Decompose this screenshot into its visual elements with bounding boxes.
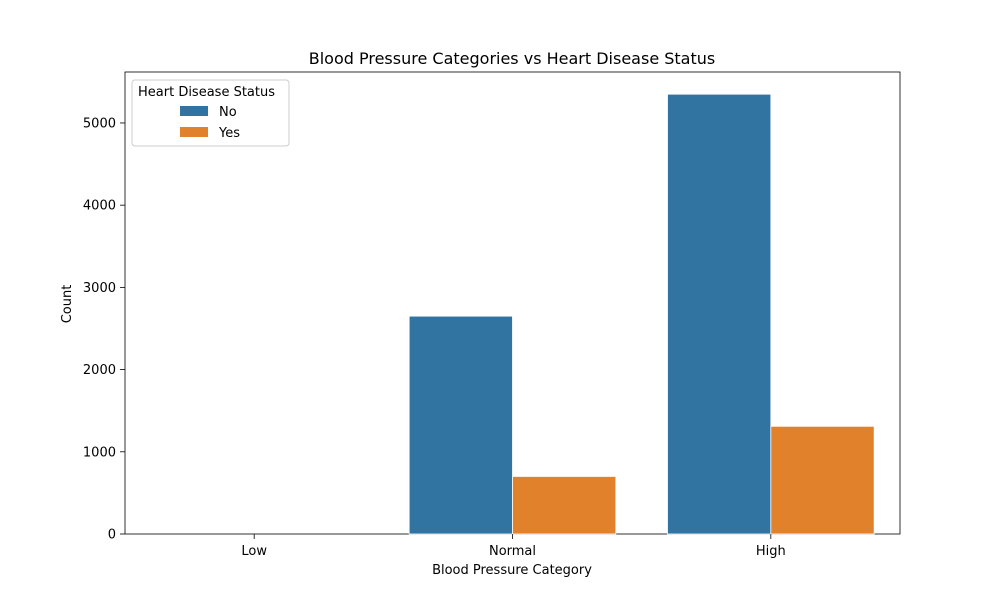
- legend-swatch-no: [180, 106, 208, 116]
- x-tick-label: Low: [241, 544, 267, 559]
- x-axis: Low Normal High: [241, 534, 786, 559]
- bar-high-no: [667, 93, 772, 535]
- legend-frame: [131, 79, 290, 147]
- legend-swatch-yes: [180, 127, 208, 137]
- x-tick-label: Normal: [489, 544, 536, 559]
- y-tick-label: 5000: [83, 116, 116, 131]
- legend: Heart Disease Status No Yes: [131, 79, 290, 147]
- y-axis-label: Count: [60, 285, 75, 324]
- legend-label-no: No: [219, 105, 237, 120]
- bar-high-yes: [770, 425, 875, 535]
- x-axis-label: Blood Pressure Category: [432, 563, 592, 578]
- bar-normal-no: [408, 315, 513, 535]
- legend-title: Heart Disease Status: [138, 85, 275, 100]
- bars: [408, 93, 875, 535]
- y-axis: 0 1000 2000 3000 4000 5000: [83, 116, 125, 543]
- y-tick-label: 4000: [83, 199, 116, 214]
- chart-title: Blood Pressure Categories vs Heart Disea…: [309, 49, 715, 68]
- x-tick-label: High: [756, 544, 786, 559]
- y-tick-label: 2000: [83, 363, 116, 378]
- legend-label-yes: Yes: [218, 126, 240, 141]
- bar-normal-yes: [512, 476, 617, 535]
- y-tick-label: 1000: [83, 445, 116, 460]
- y-tick-label: 3000: [83, 281, 116, 296]
- y-tick-label: 0: [108, 528, 116, 543]
